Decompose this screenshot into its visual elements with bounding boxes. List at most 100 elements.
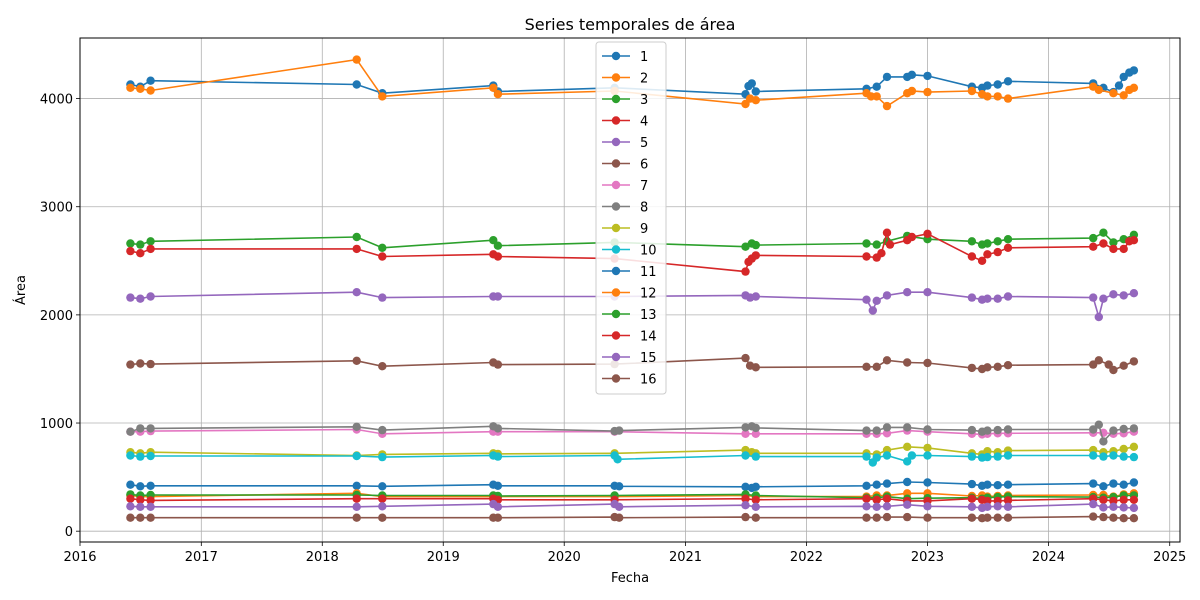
data-point bbox=[882, 228, 892, 237]
legend-marker-swatch bbox=[611, 352, 621, 362]
data-point bbox=[1129, 236, 1139, 245]
legend-label: 11 bbox=[640, 265, 657, 280]
data-point bbox=[1119, 452, 1128, 461]
series-line-16 bbox=[130, 515, 1134, 520]
legend-item-4: 4 bbox=[602, 115, 648, 130]
data-point bbox=[993, 237, 1002, 246]
data-point bbox=[378, 502, 387, 511]
data-point bbox=[751, 482, 760, 491]
data-point bbox=[872, 513, 881, 522]
data-point bbox=[1109, 89, 1118, 98]
data-point bbox=[493, 360, 503, 369]
data-point bbox=[1099, 482, 1108, 491]
data-point bbox=[352, 232, 361, 242]
chart-title: Series temporales de área bbox=[525, 15, 736, 34]
legend-marker-swatch bbox=[611, 223, 621, 233]
data-point bbox=[1099, 239, 1108, 248]
data-point bbox=[751, 513, 760, 522]
x-tick-label: 2017 bbox=[185, 550, 218, 565]
data-point bbox=[493, 513, 503, 522]
data-point bbox=[126, 239, 135, 248]
data-point bbox=[378, 513, 387, 522]
series-5 bbox=[126, 288, 1139, 322]
data-point bbox=[751, 87, 760, 96]
data-point bbox=[352, 494, 361, 503]
series-11 bbox=[126, 477, 1139, 493]
data-point bbox=[882, 494, 892, 503]
data-point bbox=[903, 512, 912, 522]
legend-item-10: 10 bbox=[602, 244, 657, 259]
legend-marker-swatch bbox=[611, 73, 621, 82]
data-point bbox=[493, 452, 503, 461]
data-point bbox=[1119, 503, 1128, 512]
series-line-10 bbox=[130, 454, 1134, 464]
data-point bbox=[1119, 514, 1128, 523]
legend-item-2: 2 bbox=[602, 72, 648, 87]
data-point bbox=[1094, 85, 1104, 95]
data-point bbox=[751, 423, 760, 433]
legend-marker-swatch bbox=[611, 288, 621, 297]
x-tick-label: 2018 bbox=[306, 550, 339, 565]
data-point bbox=[1119, 361, 1128, 370]
data-point bbox=[1099, 512, 1108, 522]
data-point bbox=[907, 232, 917, 242]
data-point bbox=[1003, 425, 1013, 434]
data-point bbox=[615, 513, 624, 522]
data-point bbox=[872, 495, 881, 504]
data-point bbox=[126, 480, 135, 489]
legend-marker-swatch bbox=[611, 374, 621, 383]
data-point bbox=[993, 294, 1002, 303]
data-point bbox=[493, 292, 503, 301]
y-tick-label: 1000 bbox=[40, 417, 73, 432]
data-point bbox=[967, 293, 977, 302]
data-point bbox=[967, 479, 977, 489]
data-point bbox=[1003, 292, 1013, 301]
data-point bbox=[983, 513, 992, 522]
legend-item-14: 14 bbox=[602, 330, 657, 345]
legend-item-5: 5 bbox=[602, 136, 648, 151]
data-point bbox=[1089, 293, 1098, 302]
legend-marker-swatch bbox=[611, 116, 621, 125]
data-point bbox=[993, 513, 1002, 522]
x-tick-label: 2019 bbox=[427, 550, 460, 565]
data-point bbox=[1089, 451, 1098, 460]
data-point bbox=[146, 292, 155, 301]
data-point bbox=[378, 362, 387, 371]
data-point bbox=[615, 502, 624, 511]
data-point bbox=[993, 362, 1002, 371]
data-point bbox=[352, 481, 361, 490]
data-point bbox=[1109, 238, 1118, 247]
data-point bbox=[1119, 444, 1128, 454]
data-point bbox=[136, 84, 145, 94]
data-point bbox=[907, 86, 917, 96]
legend-label: 15 bbox=[640, 351, 657, 366]
data-point bbox=[1109, 290, 1118, 299]
data-point bbox=[993, 247, 1002, 257]
data-point bbox=[967, 425, 977, 435]
data-point bbox=[1109, 365, 1118, 375]
data-point bbox=[983, 250, 992, 259]
data-point bbox=[1119, 291, 1128, 300]
data-point bbox=[1094, 356, 1104, 365]
data-point bbox=[923, 358, 932, 368]
data-point bbox=[1099, 228, 1108, 237]
x-tick-label: 2023 bbox=[911, 550, 944, 565]
data-point bbox=[378, 243, 387, 252]
data-point bbox=[1003, 502, 1013, 511]
data-point bbox=[493, 90, 503, 99]
data-point bbox=[903, 442, 912, 451]
data-point bbox=[751, 363, 760, 372]
y-tick-label: 3000 bbox=[40, 201, 73, 216]
data-point bbox=[352, 502, 361, 511]
data-point bbox=[923, 425, 932, 434]
data-point bbox=[146, 244, 155, 254]
legend-item-6: 6 bbox=[602, 158, 648, 173]
data-point bbox=[1109, 244, 1118, 254]
data-point bbox=[751, 251, 760, 260]
data-point bbox=[903, 500, 912, 509]
data-point bbox=[862, 362, 871, 371]
data-point bbox=[146, 237, 155, 246]
data-point bbox=[1114, 81, 1124, 90]
legend-marker-swatch bbox=[611, 51, 621, 61]
data-point bbox=[983, 502, 992, 511]
